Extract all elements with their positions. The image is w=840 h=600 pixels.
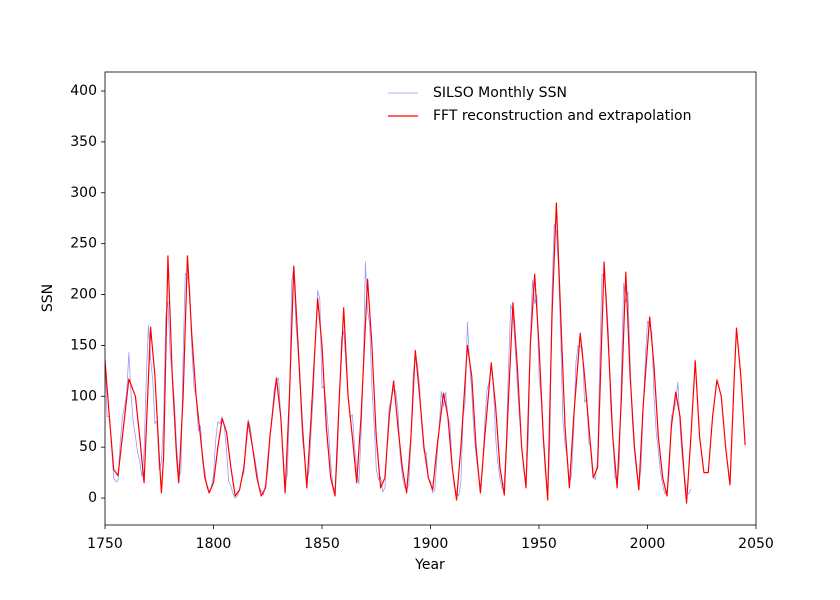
- y-tick-label: 0: [88, 490, 97, 506]
- legend-label: SILSO Monthly SSN: [433, 85, 567, 101]
- data-line: [105, 202, 746, 504]
- y-tick-label: 250: [70, 236, 97, 252]
- x-tick-label: 1950: [521, 536, 557, 552]
- y-tick-label: 100: [70, 388, 97, 404]
- y-tick-label: 200: [70, 287, 97, 303]
- y-axis-label: SSN: [40, 284, 56, 312]
- plot-area: [105, 202, 746, 504]
- plot-frame: [104, 71, 757, 526]
- y-tick-label: 400: [70, 83, 97, 99]
- x-tick-label: 1900: [413, 536, 449, 552]
- y-tick-label: 300: [70, 185, 97, 201]
- x-tick-label: 2050: [738, 536, 774, 552]
- x-tick-label: 1800: [196, 536, 232, 552]
- x-tick-label: 1750: [87, 536, 123, 552]
- x-tick-label: 1850: [304, 536, 340, 552]
- y-tick-label: 150: [70, 337, 97, 353]
- y-tick-label: 350: [70, 134, 97, 150]
- x-axis-label: Year: [414, 557, 445, 573]
- y-tick-label: 50: [79, 439, 97, 455]
- x-tick-label: 2000: [630, 536, 666, 552]
- legend-label: FFT reconstruction and extrapolation: [433, 108, 691, 124]
